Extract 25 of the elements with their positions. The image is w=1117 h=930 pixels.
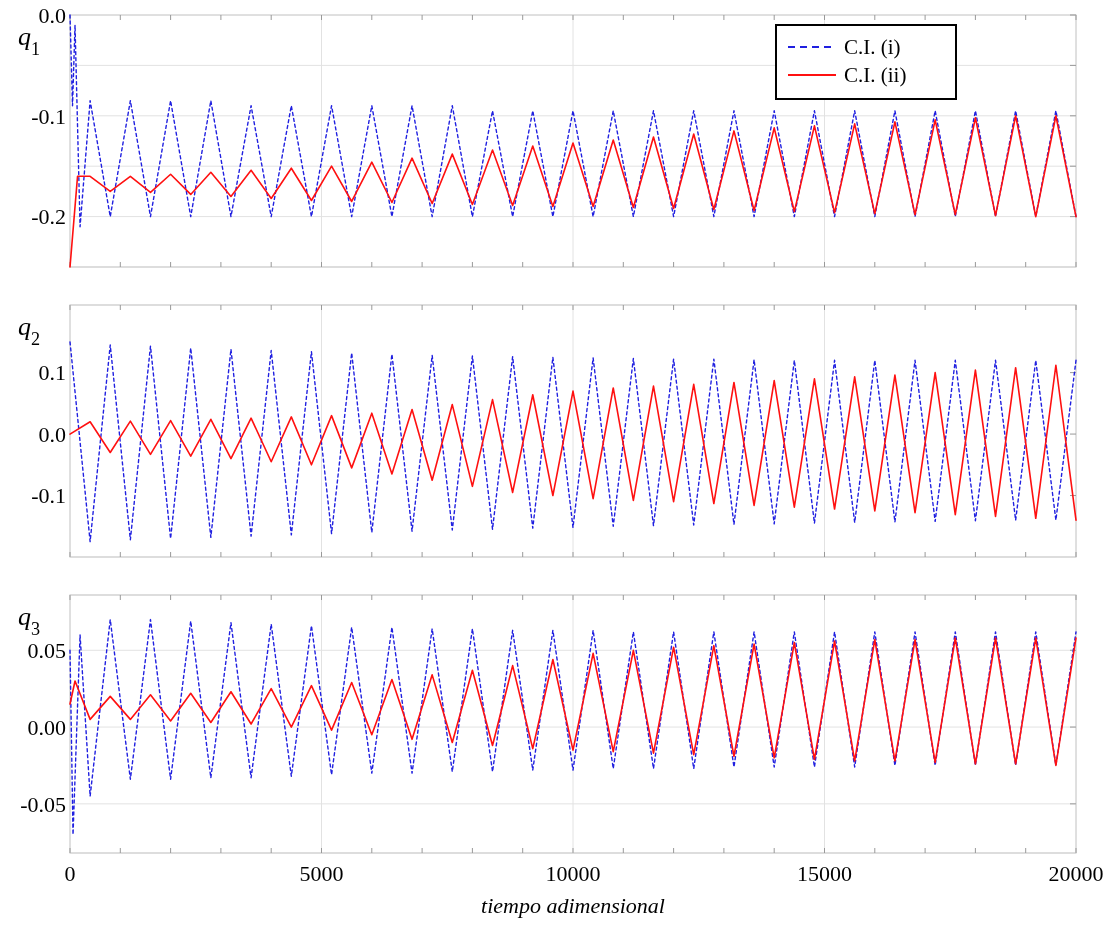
- y-axis-title: q$_{2}$: [18, 312, 41, 349]
- line-series: [69, 637, 1077, 767]
- y-axis-title: q$_{3}$: [18, 602, 41, 639]
- line-series: [69, 364, 1077, 521]
- x-tick-label: 15000: [797, 861, 852, 886]
- y-tick-label: -0.1: [31, 483, 66, 509]
- y-tick-label: 0.0: [38, 421, 66, 447]
- y-axis-title: q$_{1}$: [18, 22, 41, 59]
- y-tick-label: 0.00: [27, 714, 66, 740]
- x-tick-label: 5000: [299, 861, 344, 886]
- line-series: [69, 115, 1077, 268]
- legend-label: C.I. (i): [844, 35, 901, 60]
- x-tick-label: 20000: [1048, 861, 1104, 886]
- legend-label: C.I. (ii): [844, 63, 907, 88]
- y-tick-label: -0.2: [31, 204, 66, 230]
- y-tick-label: 0.0: [38, 2, 66, 28]
- x-tick-label: 10000: [545, 861, 601, 886]
- line-series: [69, 341, 1077, 543]
- line-series: [69, 618, 1077, 836]
- y-tick-label: -0.05: [20, 791, 66, 817]
- x-axis-title: tiempo adimensional: [481, 893, 665, 918]
- y-tick-label: 0.05: [27, 637, 66, 663]
- y-tick-label: -0.1: [31, 103, 66, 129]
- y-tick-label: 0.1: [38, 360, 66, 386]
- x-tick-label: 0: [64, 861, 76, 886]
